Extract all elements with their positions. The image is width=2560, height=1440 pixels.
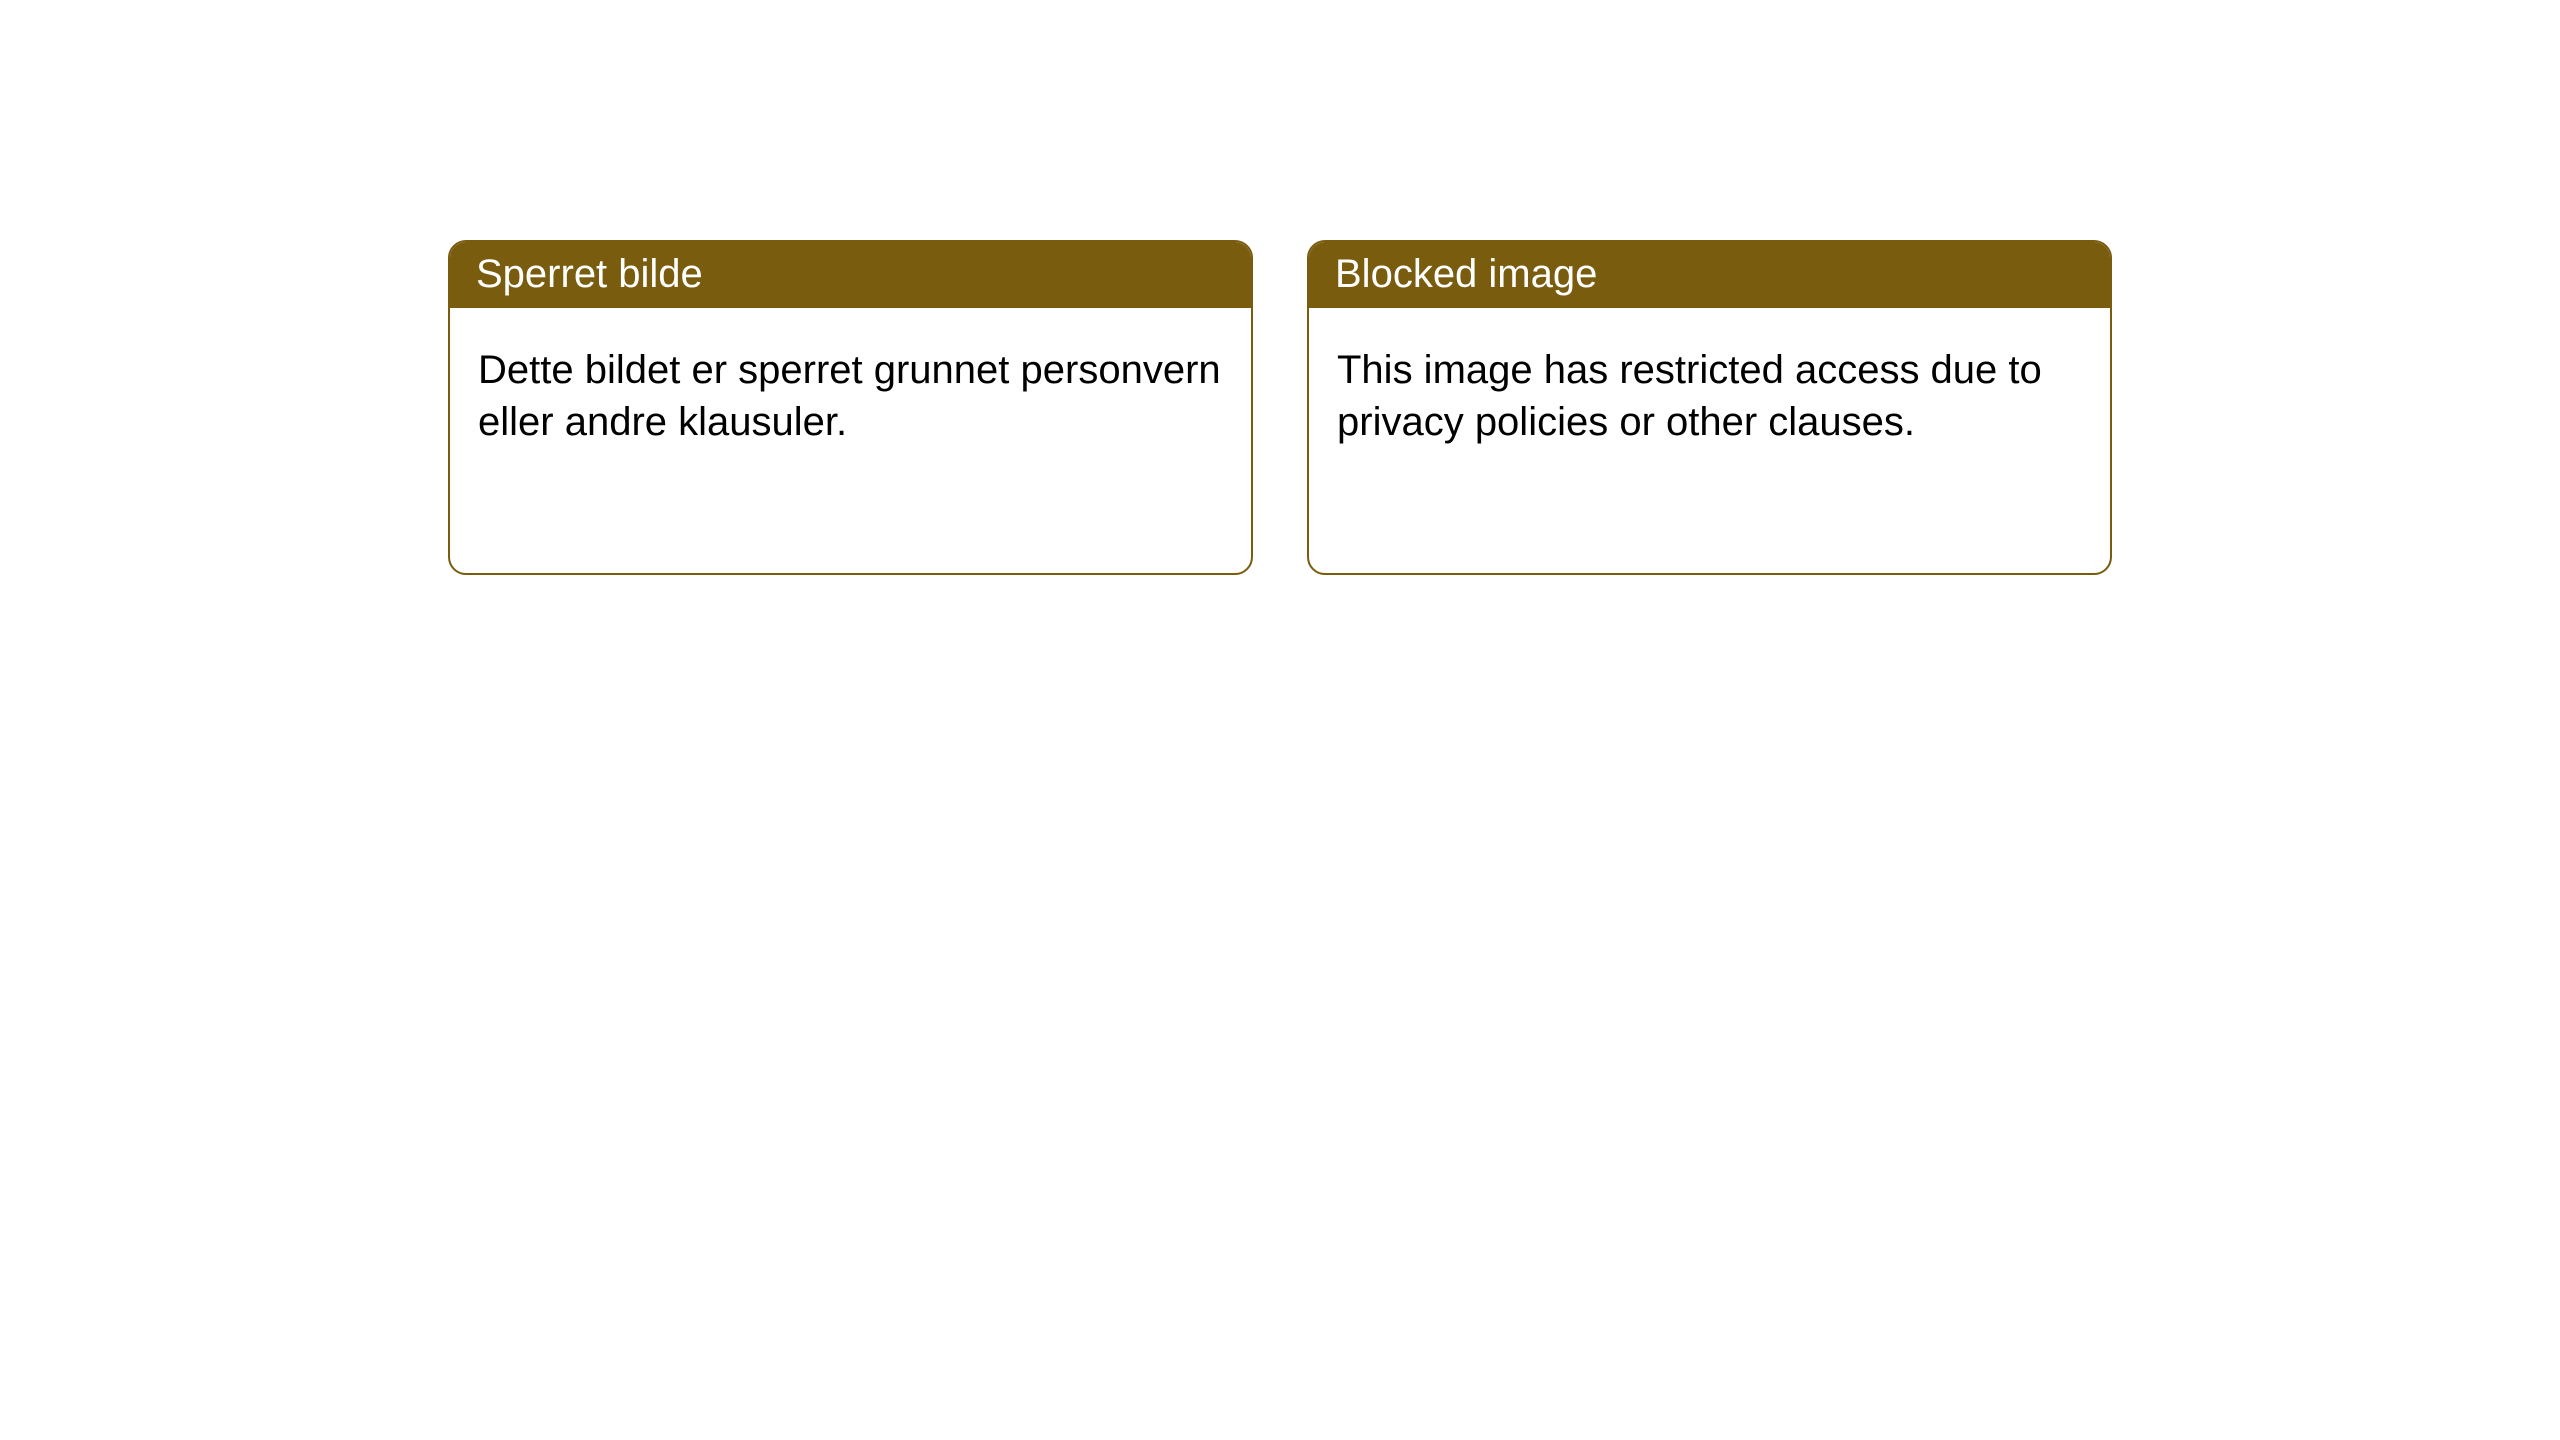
notice-card-english: Blocked image This image has restricted … [1307, 240, 2112, 575]
notice-header-norwegian: Sperret bilde [450, 242, 1251, 308]
notice-body-norwegian: Dette bildet er sperret grunnet personve… [450, 308, 1251, 484]
notice-container: Sperret bilde Dette bildet er sperret gr… [448, 240, 2112, 575]
notice-header-english: Blocked image [1309, 242, 2110, 308]
notice-card-norwegian: Sperret bilde Dette bildet er sperret gr… [448, 240, 1253, 575]
notice-body-english: This image has restricted access due to … [1309, 308, 2110, 484]
